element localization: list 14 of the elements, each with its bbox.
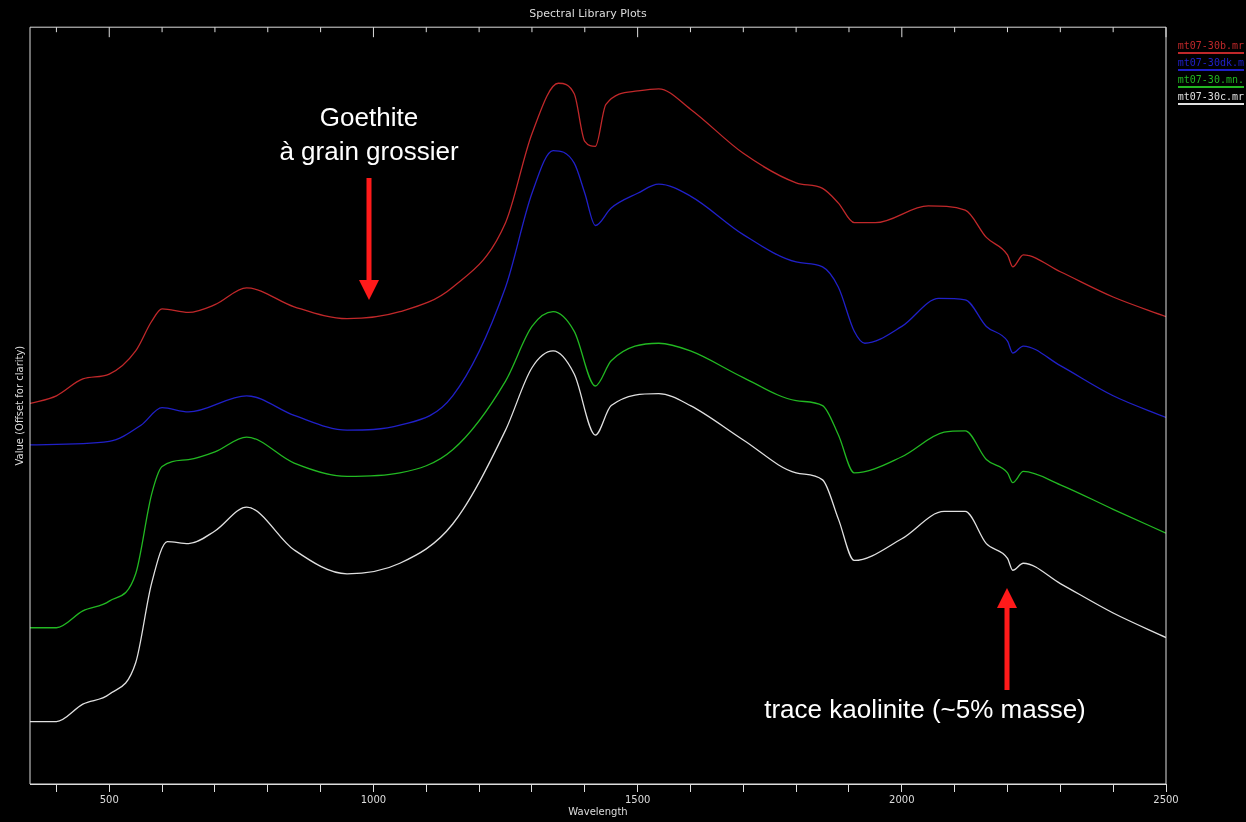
x-tick-label: 2000: [889, 793, 915, 805]
annotation: Goethite à grain grossier: [279, 101, 459, 168]
x-tick-label: 2500: [1153, 793, 1179, 805]
annotation: trace kaolinite (~5% masse): [764, 693, 1086, 726]
text: mt07-30b.mr: [1177, 40, 1244, 54]
x-tick-label: 1000: [360, 793, 387, 805]
y-axis-title: Value (Offset for clarity): [13, 345, 25, 466]
x-tick-label: 1500: [624, 793, 651, 805]
x-axis-title: Wavelength: [568, 805, 628, 817]
text: mt07-30c.mr: [1177, 91, 1244, 105]
text: mt07-30dk.m: [1177, 57, 1244, 71]
text: mt07-30.mn.: [1177, 74, 1244, 88]
chart-title: Spectral Library Plots: [529, 7, 647, 21]
x-tick-label: 500: [99, 793, 119, 805]
